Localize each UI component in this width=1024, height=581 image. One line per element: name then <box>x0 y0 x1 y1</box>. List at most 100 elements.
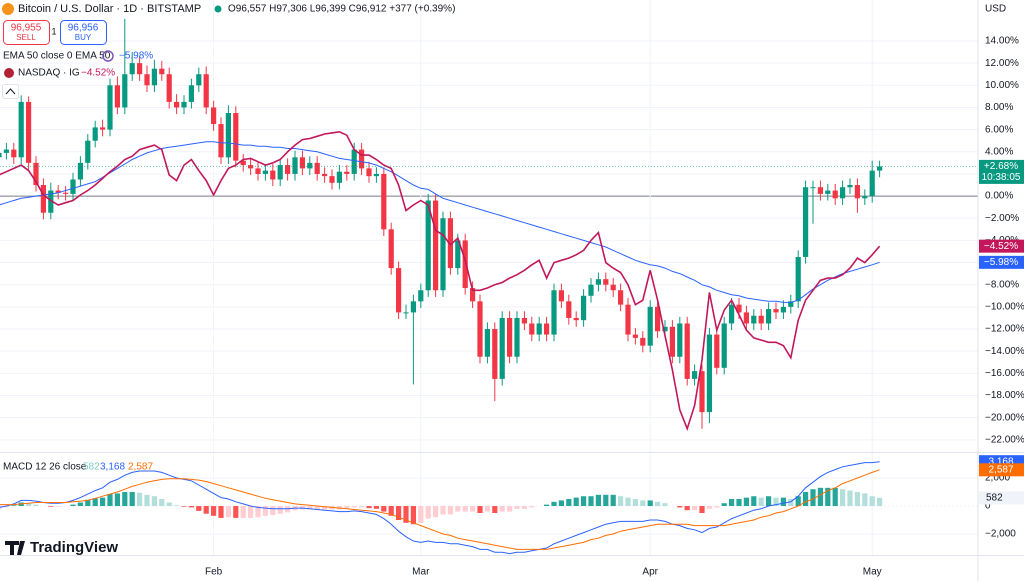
candle-body <box>329 176 335 183</box>
candle-body <box>203 74 209 108</box>
sell-label: SELL <box>16 33 36 42</box>
histogram-bar <box>788 499 794 507</box>
candle-body <box>766 309 772 324</box>
candle-body <box>285 165 291 174</box>
y-tick-label: 4.00% <box>985 146 1013 157</box>
histogram-bar <box>388 506 394 516</box>
histogram-bar <box>107 494 113 507</box>
macd-hist-value: 582 <box>83 462 100 473</box>
candle-body <box>854 185 860 199</box>
y-tick-label: −18.00% <box>985 390 1024 401</box>
candle-body <box>825 190 831 194</box>
histogram-bar <box>351 506 357 508</box>
candle-body <box>595 279 601 285</box>
value-tag <box>979 463 1024 477</box>
histogram-bar <box>11 505 17 507</box>
sell-button[interactable] <box>3 20 50 45</box>
candle-body <box>107 85 113 130</box>
candle-body <box>381 173 387 230</box>
candle-body <box>137 63 143 75</box>
candle-body <box>85 140 91 163</box>
histogram-bar <box>780 497 786 507</box>
y-tick-label: −22.00% <box>985 434 1024 445</box>
candle-body <box>484 329 490 357</box>
histogram-bar <box>381 506 387 512</box>
y-tick-label: −8.00% <box>985 279 1019 290</box>
histogram-bar <box>77 502 83 507</box>
last-price-tag <box>979 159 1024 184</box>
buy-button[interactable] <box>60 20 107 45</box>
macd-value: 3,168 <box>100 462 125 473</box>
histogram-bar <box>640 500 646 507</box>
histogram-bar <box>196 506 202 511</box>
histogram-bar <box>595 494 601 507</box>
candle-body <box>521 317 527 324</box>
histogram-bar <box>277 506 283 514</box>
histogram-bar <box>33 504 39 507</box>
last-price-time: 10:38:05 <box>982 172 1021 183</box>
histogram-bar <box>840 489 846 507</box>
histogram-bar <box>218 506 224 518</box>
candle-body <box>536 323 542 335</box>
candle-body <box>618 290 624 305</box>
histogram-bar <box>810 489 816 507</box>
histogram-bar <box>795 496 801 507</box>
candle-body <box>869 170 875 197</box>
histogram-bar <box>773 497 779 507</box>
histogram-bar <box>803 492 809 507</box>
overlay-line <box>0 141 880 303</box>
histogram-bar <box>403 506 409 523</box>
y-tick-label: 0 <box>985 501 991 512</box>
candle-body <box>270 170 276 180</box>
candle-body <box>292 157 298 174</box>
y-tick-label: 14.00% <box>985 36 1019 47</box>
logo: TradingView <box>30 539 118 556</box>
candle-body <box>558 290 564 302</box>
x-tick-label: May <box>863 567 882 578</box>
histogram-bar <box>425 506 431 519</box>
legend-ema-value: −5.98% <box>119 51 153 62</box>
histogram-bar <box>440 506 446 515</box>
histogram-bar <box>854 492 860 507</box>
candle-body <box>640 337 646 346</box>
price-tag-label: −4.52% <box>984 241 1018 252</box>
histogram-bar <box>462 506 468 512</box>
histogram-bar <box>514 506 520 509</box>
histogram-bar <box>499 506 505 512</box>
candle-body <box>314 162 320 174</box>
symbol-icon <box>2 3 14 15</box>
candle-body <box>48 190 54 213</box>
histogram-bar <box>610 494 616 507</box>
candle-body <box>240 160 246 166</box>
histogram-bar <box>662 503 668 507</box>
flag-icon <box>4 68 14 78</box>
candle-body <box>877 166 883 171</box>
y-tick-label: 6.00% <box>985 124 1013 135</box>
candle-body <box>425 200 431 291</box>
candle-body <box>773 309 779 313</box>
candle-body <box>832 190 838 199</box>
candle-body <box>322 173 328 177</box>
plot-area <box>0 0 978 555</box>
y-tick-label: 10.00% <box>985 80 1019 91</box>
histogram-bar <box>477 506 483 514</box>
histogram-bar <box>255 506 261 518</box>
histogram-bar <box>3 506 9 508</box>
collapse-button[interactable] <box>2 84 19 99</box>
candle-body <box>455 240 461 269</box>
candle-body <box>647 306 653 346</box>
candle-body <box>373 173 379 177</box>
candle-body <box>862 196 868 199</box>
candle-body <box>388 229 394 269</box>
value-tag-label: 582 <box>986 493 1003 504</box>
candle-body <box>632 334 638 338</box>
histogram-bar <box>714 506 720 508</box>
histogram-bar <box>492 506 498 514</box>
histogram-bar <box>758 497 764 507</box>
candle-body <box>418 290 424 302</box>
histogram-bar <box>366 506 372 509</box>
candle-body <box>477 301 483 357</box>
candle-body <box>655 306 661 332</box>
candle-body <box>211 107 217 125</box>
histogram-bar <box>766 496 772 507</box>
